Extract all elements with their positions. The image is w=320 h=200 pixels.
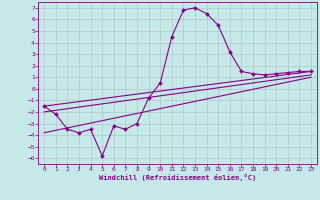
X-axis label: Windchill (Refroidissement éolien,°C): Windchill (Refroidissement éolien,°C) (99, 174, 256, 181)
